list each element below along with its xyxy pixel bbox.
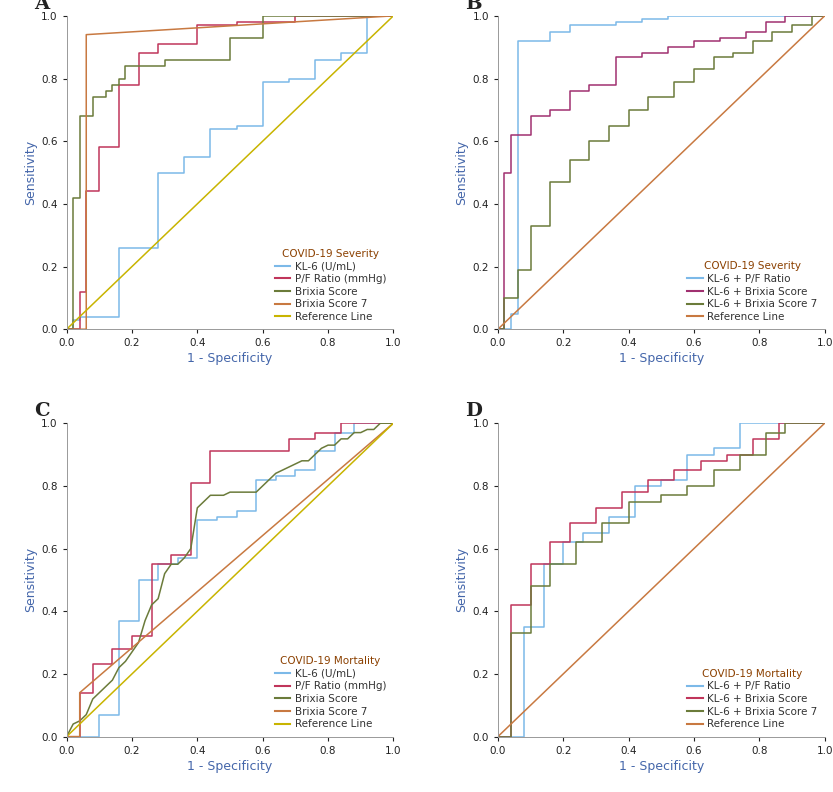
Y-axis label: Sensitivity: Sensitivity — [456, 140, 468, 205]
Y-axis label: Sensitivity: Sensitivity — [24, 140, 37, 205]
X-axis label: 1 - Specificity: 1 - Specificity — [619, 760, 704, 773]
Text: A: A — [34, 0, 49, 13]
Legend: KL-6 + P/F Ratio, KL-6 + Brixia Score, KL-6 + Brixia Score 7, Reference Line: KL-6 + P/F Ratio, KL-6 + Brixia Score, K… — [686, 260, 820, 324]
Text: D: D — [466, 402, 482, 420]
Legend: KL-6 (U/mL), P/F Ratio (mmHg), Brixia Score, Brixia Score 7, Reference Line: KL-6 (U/mL), P/F Ratio (mmHg), Brixia Sc… — [272, 654, 388, 731]
Legend: KL-6 + P/F Ratio, KL-6 + Brixia Score, KL-6 + Brixia Score 7, Reference Line: KL-6 + P/F Ratio, KL-6 + Brixia Score, K… — [686, 667, 820, 731]
X-axis label: 1 - Specificity: 1 - Specificity — [187, 760, 272, 773]
Y-axis label: Sensitivity: Sensitivity — [24, 547, 37, 612]
Legend: KL-6 (U/mL), P/F Ratio (mmHg), Brixia Score, Brixia Score 7, Reference Line: KL-6 (U/mL), P/F Ratio (mmHg), Brixia Sc… — [272, 247, 388, 324]
Y-axis label: Sensitivity: Sensitivity — [456, 547, 468, 612]
X-axis label: 1 - Specificity: 1 - Specificity — [187, 352, 272, 365]
Text: B: B — [466, 0, 481, 13]
X-axis label: 1 - Specificity: 1 - Specificity — [619, 352, 704, 365]
Text: C: C — [34, 402, 50, 420]
